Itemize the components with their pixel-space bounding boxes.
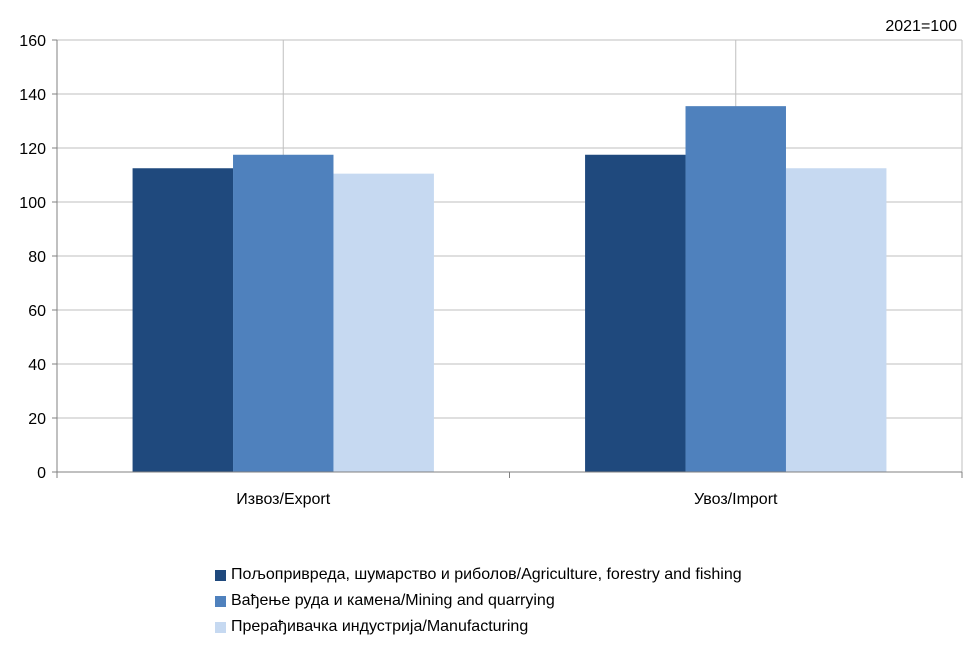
y-tick-label: 0: [37, 465, 46, 482]
bars: [132, 106, 887, 473]
bar: [333, 173, 434, 472]
legend-label-mining: Вађење руда и камена/Mining and quarryin…: [231, 592, 555, 609]
legend-swatch-mining: [215, 595, 226, 607]
legend-label-manufacturing: Прерађивачка индустрија/Manufacturing: [231, 618, 529, 635]
legend-swatch-manufacturing: [215, 621, 226, 633]
y-tick-label: 60: [28, 303, 46, 320]
y-tick-label: 20: [28, 411, 46, 428]
y-axis-ticks: 0 20 40 60 80 100 120 140 160: [19, 33, 46, 482]
y-tick-label: 120: [19, 141, 46, 158]
bar: [233, 154, 334, 472]
x-category-label: Извоз/Export: [236, 491, 330, 508]
bar: [132, 168, 234, 472]
bar: [785, 168, 887, 472]
y-tick-label: 40: [28, 357, 46, 374]
legend-item-manufacturing: Прерађивачка индустрија/Manufacturing: [215, 614, 742, 640]
bar: [585, 154, 686, 472]
base-year-note: 2021=100: [885, 18, 957, 35]
bar-chart: 0 20 40 60 80 100 120 140 160 Извоз/Export Увоз/I…: [19, 33, 963, 508]
y-tick-label: 140: [19, 87, 46, 104]
legend: Пољопривреда, шумарство и риболов/Agricu…: [215, 562, 742, 640]
x-category-label: Увоз/Import: [694, 491, 778, 508]
y-tick-label: 80: [28, 249, 46, 266]
y-tick-label: 160: [19, 33, 46, 50]
legend-item-agriculture: Пољопривреда, шумарство и риболов/Agricu…: [215, 562, 742, 588]
bar: [685, 106, 786, 473]
legend-label-agriculture: Пољопривреда, шумарство и риболов/Agricu…: [231, 566, 742, 583]
y-tick-label: 100: [19, 195, 46, 212]
axes: [52, 39, 963, 478]
legend-swatch-agriculture: [215, 569, 226, 581]
legend-item-mining: Вађење руда и камена/Mining and quarryin…: [215, 588, 742, 614]
x-axis-labels: Извоз/Export Увоз/Import: [236, 491, 778, 508]
